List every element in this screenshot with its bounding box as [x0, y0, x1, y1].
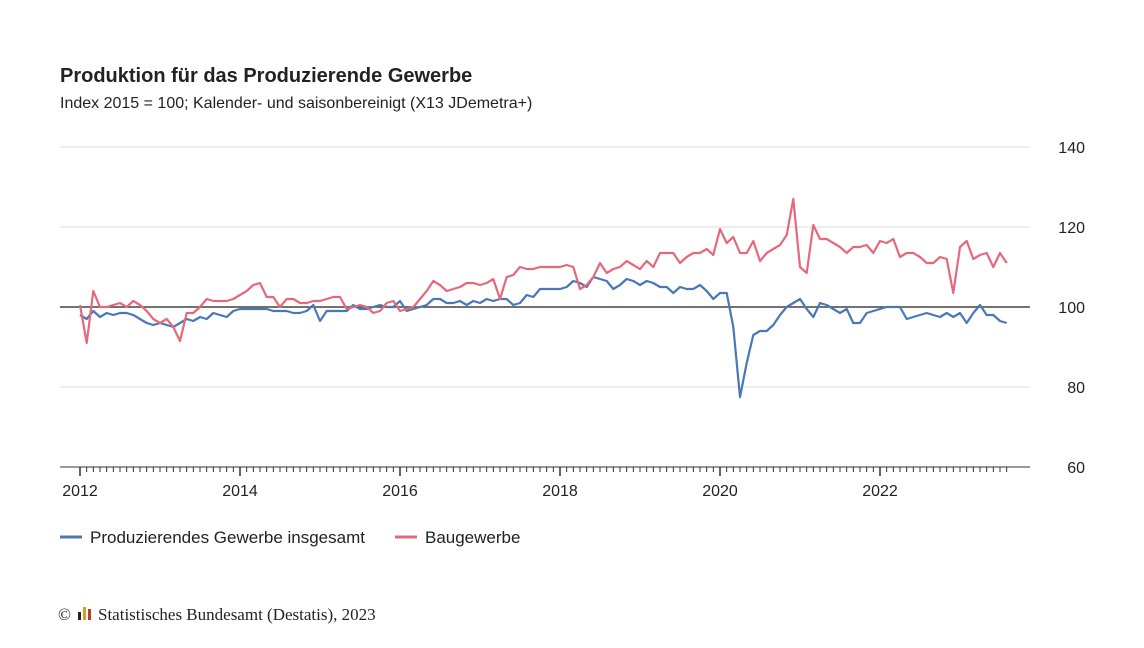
- x-tick-label: 2022: [862, 483, 898, 500]
- x-tick-label: 2016: [382, 483, 418, 500]
- chart-subtitle: Index 2015 = 100; Kalender- und saisonbe…: [60, 95, 532, 112]
- copyright: ©: [58, 605, 71, 624]
- x-tick-label: 2014: [222, 483, 258, 500]
- y-tick-label: 100: [1058, 300, 1085, 317]
- legend-label: Produzierendes Gewerbe insgesamt: [90, 528, 365, 547]
- x-tick-label: 2012: [62, 483, 98, 500]
- x-tick-label: 2020: [702, 483, 738, 500]
- x-tick-label: 2018: [542, 483, 578, 500]
- footer: Statistisches Bundesamt (Destatis), 2023: [98, 605, 376, 624]
- logo: [78, 607, 91, 620]
- chart-title: Produktion für das Produzierende Gewerbe: [60, 65, 472, 87]
- y-tick-label: 60: [1067, 460, 1085, 477]
- y-tick-label: 140: [1058, 140, 1085, 157]
- series-line: [78, 197, 1008, 345]
- y-tick-label: 120: [1058, 220, 1085, 237]
- series-line: [79, 275, 1008, 399]
- y-tick-label: 80: [1067, 380, 1085, 397]
- legend-label: Baugewerbe: [425, 528, 520, 547]
